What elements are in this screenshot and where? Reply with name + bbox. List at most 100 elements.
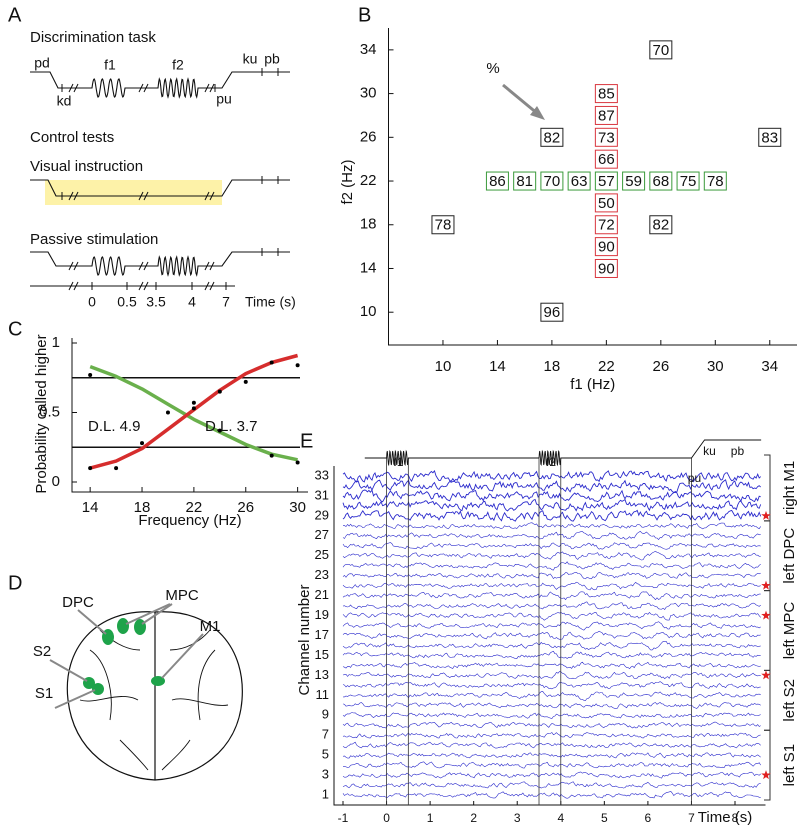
y-tick-label: 29 [315,507,329,522]
event-label: f2 [172,57,184,73]
x-tick-label: 2 [470,811,477,825]
highlight [45,180,222,205]
panel-letter: D [8,572,22,594]
value-box [649,171,673,191]
value-box [594,258,618,278]
area-label: M1 [200,618,221,635]
region-label: right M1 [781,461,798,515]
y-tick-label: 10 [360,303,377,320]
arrow-head [530,106,545,120]
y-tick-label: 31 [315,487,329,502]
trace [342,721,761,729]
time-tick-label: 0 [88,294,96,310]
trace [342,489,761,503]
break-mark [138,281,149,291]
x-tick-label: 22 [598,358,615,375]
event-label: ku [703,444,716,458]
trace [342,702,761,710]
panel-letter: C [8,318,22,340]
value-label: 70 [544,173,561,190]
data-point [140,441,145,446]
time-tick-label: 7 [222,294,230,310]
region-label: left S1 [781,744,798,787]
trace [342,621,761,631]
data-point [269,360,274,365]
region-label: left DPC [781,528,798,584]
data-point [114,466,119,471]
value-box [431,215,455,235]
leaders [49,603,204,709]
value-box [594,127,618,147]
trace [343,690,761,702]
x-axis-label: Frequency (Hz) [138,512,241,529]
break-mark [138,191,149,201]
x-tick-label: 6 [645,811,652,825]
x-tick-label: 26 [237,499,254,516]
trace [342,542,761,550]
event-label: kd [57,93,72,109]
channel-star [761,610,771,620]
channel-star [761,580,771,590]
value-label: 81 [516,173,533,190]
x-tick-label: 18 [134,499,151,516]
event-label: pu [688,471,701,485]
leader [77,609,107,635]
area-label: S1 [35,685,53,702]
value-box [676,171,700,191]
x-tick-label: 3 [514,811,521,825]
value-label: 70 [652,42,669,59]
break-mark [204,191,215,201]
value-label: 57 [598,173,615,190]
trace [342,640,761,651]
area-label: S2 [33,643,51,660]
x-tick-label: 14 [82,499,99,516]
x-tick-label: 8 [732,811,739,825]
trace [342,498,762,512]
value-box [567,171,591,191]
y-axis-label: f2 (Hz) [339,159,356,204]
trace [342,571,761,580]
trace [342,550,761,561]
event-label: ku [243,51,258,67]
value-label: 82 [652,217,669,234]
y-tick-label: 27 [315,527,329,542]
event-label: f1 [394,455,404,469]
y-tick-label: 7 [322,727,329,742]
y-tick-label: 13 [315,667,329,682]
value-box [540,127,564,147]
break-mark [68,191,79,201]
y-tick-label: 23 [315,567,329,582]
value-label: 72 [598,217,615,234]
trace [342,752,761,759]
x-tick-label: 1 [427,811,434,825]
y-tick-label: 1 [52,334,60,351]
value-label: 82 [544,129,561,146]
value-box [649,215,673,235]
value-box [594,237,618,257]
value-box [594,84,618,104]
brain [66,611,243,781]
x-tick-label: 0 [383,811,390,825]
sulci [79,629,229,771]
y-tick-label: 21 [315,587,329,602]
panel-letter: B [358,4,371,26]
x-tick-label: -1 [338,811,349,825]
leader [125,603,171,625]
value-label: 59 [625,173,642,190]
axis [333,466,766,806]
x-tick-label: 30 [707,358,724,375]
region-bracket [764,590,771,671]
x-tick-label: 26 [652,358,669,375]
value-box [703,171,727,191]
value-label: 96 [544,304,561,321]
x-tick-label: 30 [289,499,306,516]
value-label: 90 [598,260,615,277]
area-blob [151,676,165,686]
data-point [191,406,196,411]
value-box [513,171,537,191]
trace [342,741,761,749]
y-tick-label: 30 [360,85,377,102]
trace [342,561,761,571]
break-mark [204,83,215,93]
event-label: pb [264,51,280,67]
